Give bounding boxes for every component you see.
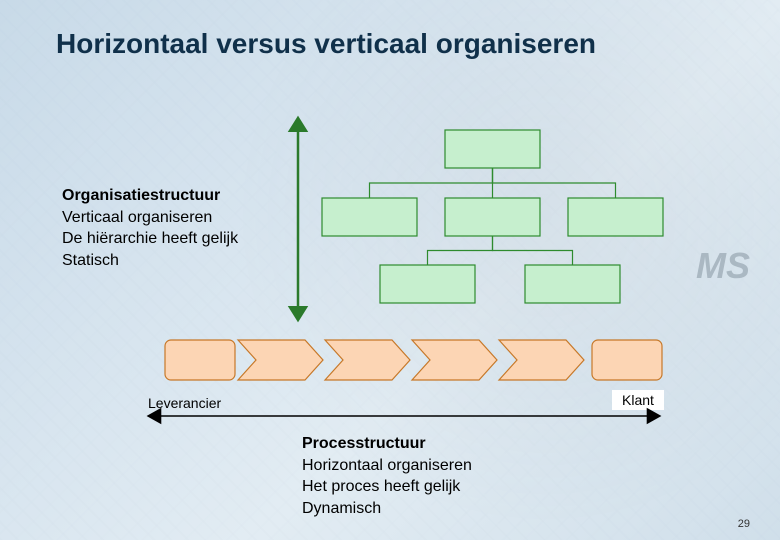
org-chart [322, 130, 663, 303]
diagram-canvas [0, 0, 780, 540]
process-flow [165, 340, 662, 380]
